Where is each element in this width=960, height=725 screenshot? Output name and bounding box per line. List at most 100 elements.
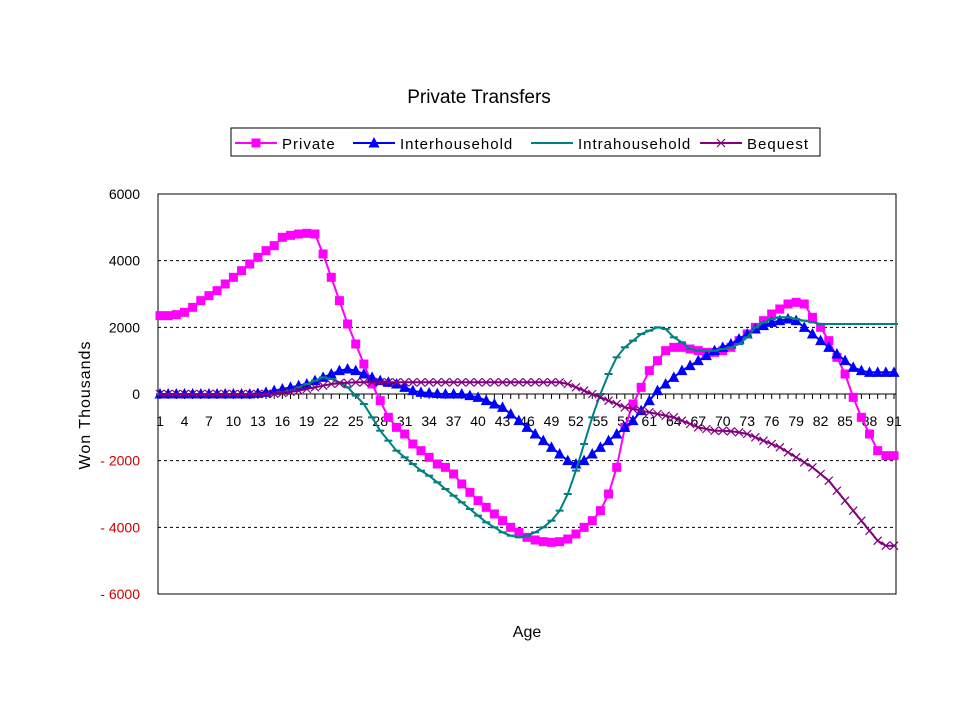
data-point-interhousehold	[651, 384, 663, 396]
data-point-bequest	[644, 407, 654, 417]
data-point-private	[546, 537, 556, 547]
data-point-bequest	[824, 476, 834, 486]
data-point-interhousehold	[700, 349, 712, 361]
data-point-bequest	[628, 404, 638, 414]
data-point-private	[196, 296, 206, 306]
data-point-bequest	[359, 377, 369, 387]
data-point-interhousehold	[562, 454, 574, 466]
data-point-bequest	[392, 377, 401, 387]
data-point-private	[856, 412, 866, 422]
data-point-private	[294, 229, 304, 239]
series-interhousehold	[154, 313, 900, 469]
data-point-interhousehold	[521, 421, 533, 432]
data-point-interhousehold	[358, 368, 370, 379]
x-tick-label: 73	[739, 413, 755, 429]
x-tick-label: 19	[299, 413, 315, 429]
data-point-private	[163, 311, 173, 321]
data-point-bequest	[742, 429, 752, 439]
data-point-private	[155, 311, 165, 321]
legend-item-private: Private	[235, 136, 335, 153]
grid	[158, 260, 896, 528]
data-point-private	[334, 296, 344, 306]
data-point-interhousehold	[880, 366, 892, 377]
data-point-bequest	[767, 439, 777, 449]
data-point-bequest	[196, 389, 206, 399]
data-point-interhousehold	[774, 314, 786, 326]
data-point-private	[179, 307, 189, 317]
data-point-bequest	[783, 447, 793, 457]
x-tick-label: 82	[813, 413, 829, 429]
data-point-bequest	[245, 389, 255, 399]
data-point-bequest	[171, 389, 181, 399]
data-point-interhousehold	[333, 364, 345, 376]
data-point-interhousehold	[864, 366, 876, 377]
data-point-bequest	[865, 526, 874, 536]
data-point-private	[424, 452, 434, 462]
data-point-bequest	[571, 382, 581, 392]
legend: Private Interhousehold Intrahousehold Beque…	[230, 127, 821, 157]
data-point-private	[840, 369, 850, 379]
data-point-private	[628, 399, 638, 409]
data-point-interhousehold	[619, 421, 631, 432]
data-point-interhousehold	[872, 366, 884, 377]
data-point-private	[677, 342, 687, 352]
data-point-private	[530, 535, 540, 545]
data-point-bequest	[416, 377, 426, 387]
data-point-bequest	[465, 377, 475, 387]
data-point-bequest	[302, 384, 312, 394]
data-point-private	[889, 451, 899, 461]
data-point-bequest	[832, 486, 842, 496]
data-point-private	[326, 272, 336, 282]
data-point-interhousehold	[676, 364, 688, 376]
data-point-bequest	[726, 426, 736, 436]
data-point-private	[310, 229, 320, 239]
x-tick-label: 85	[837, 413, 853, 429]
data-point-private	[220, 279, 230, 289]
data-point-interhousehold	[554, 448, 566, 459]
data-point-bequest	[579, 386, 589, 396]
data-point-bequest	[759, 436, 768, 446]
data-point-bequest	[473, 377, 483, 387]
legend-label-intrahousehold: Intrahousehold	[578, 136, 691, 153]
x-tick-label: 7	[205, 413, 213, 429]
y-axis-title: Won Thousands	[77, 341, 94, 470]
legend-item-bequest: Bequest	[700, 136, 808, 153]
data-point-bequest	[636, 406, 646, 416]
data-point-private	[612, 462, 622, 472]
data-point-private	[188, 302, 198, 312]
data-point-interhousehold	[684, 359, 696, 371]
x-tick-label: 34	[421, 413, 437, 429]
data-point-private	[318, 249, 328, 259]
data-point-interhousehold	[325, 368, 337, 379]
data-point-private	[571, 529, 581, 539]
data-point-bequest	[449, 377, 459, 387]
data-point-bequest	[424, 377, 434, 387]
data-point-bequest	[367, 377, 377, 387]
data-point-private	[432, 459, 442, 469]
data-point-bequest	[163, 389, 173, 399]
data-point-interhousehold	[798, 321, 810, 332]
data-point-interhousehold	[839, 354, 851, 366]
data-point-bequest	[808, 462, 817, 472]
data-point-private	[440, 462, 450, 472]
data-point-private	[400, 429, 410, 439]
data-point-private	[522, 532, 532, 542]
legend-marker-private	[251, 138, 261, 148]
data-point-bequest	[432, 377, 442, 387]
data-point-bequest	[400, 377, 410, 387]
x-tick-label: 22	[323, 413, 339, 429]
data-point-interhousehold	[643, 394, 655, 406]
y-tick-label: 6000	[109, 186, 140, 202]
data-point-bequest	[180, 389, 189, 399]
data-point-interhousehold	[692, 354, 704, 366]
data-point-bequest	[294, 386, 304, 396]
data-point-bequest	[253, 389, 263, 399]
y-tick-label: 0	[132, 386, 140, 402]
data-point-bequest	[848, 506, 858, 516]
data-point-private	[767, 309, 777, 319]
data-point-bequest	[620, 402, 630, 412]
x-tick-label: 37	[446, 413, 462, 429]
data-point-private	[498, 516, 508, 526]
data-point-bequest	[604, 396, 613, 406]
